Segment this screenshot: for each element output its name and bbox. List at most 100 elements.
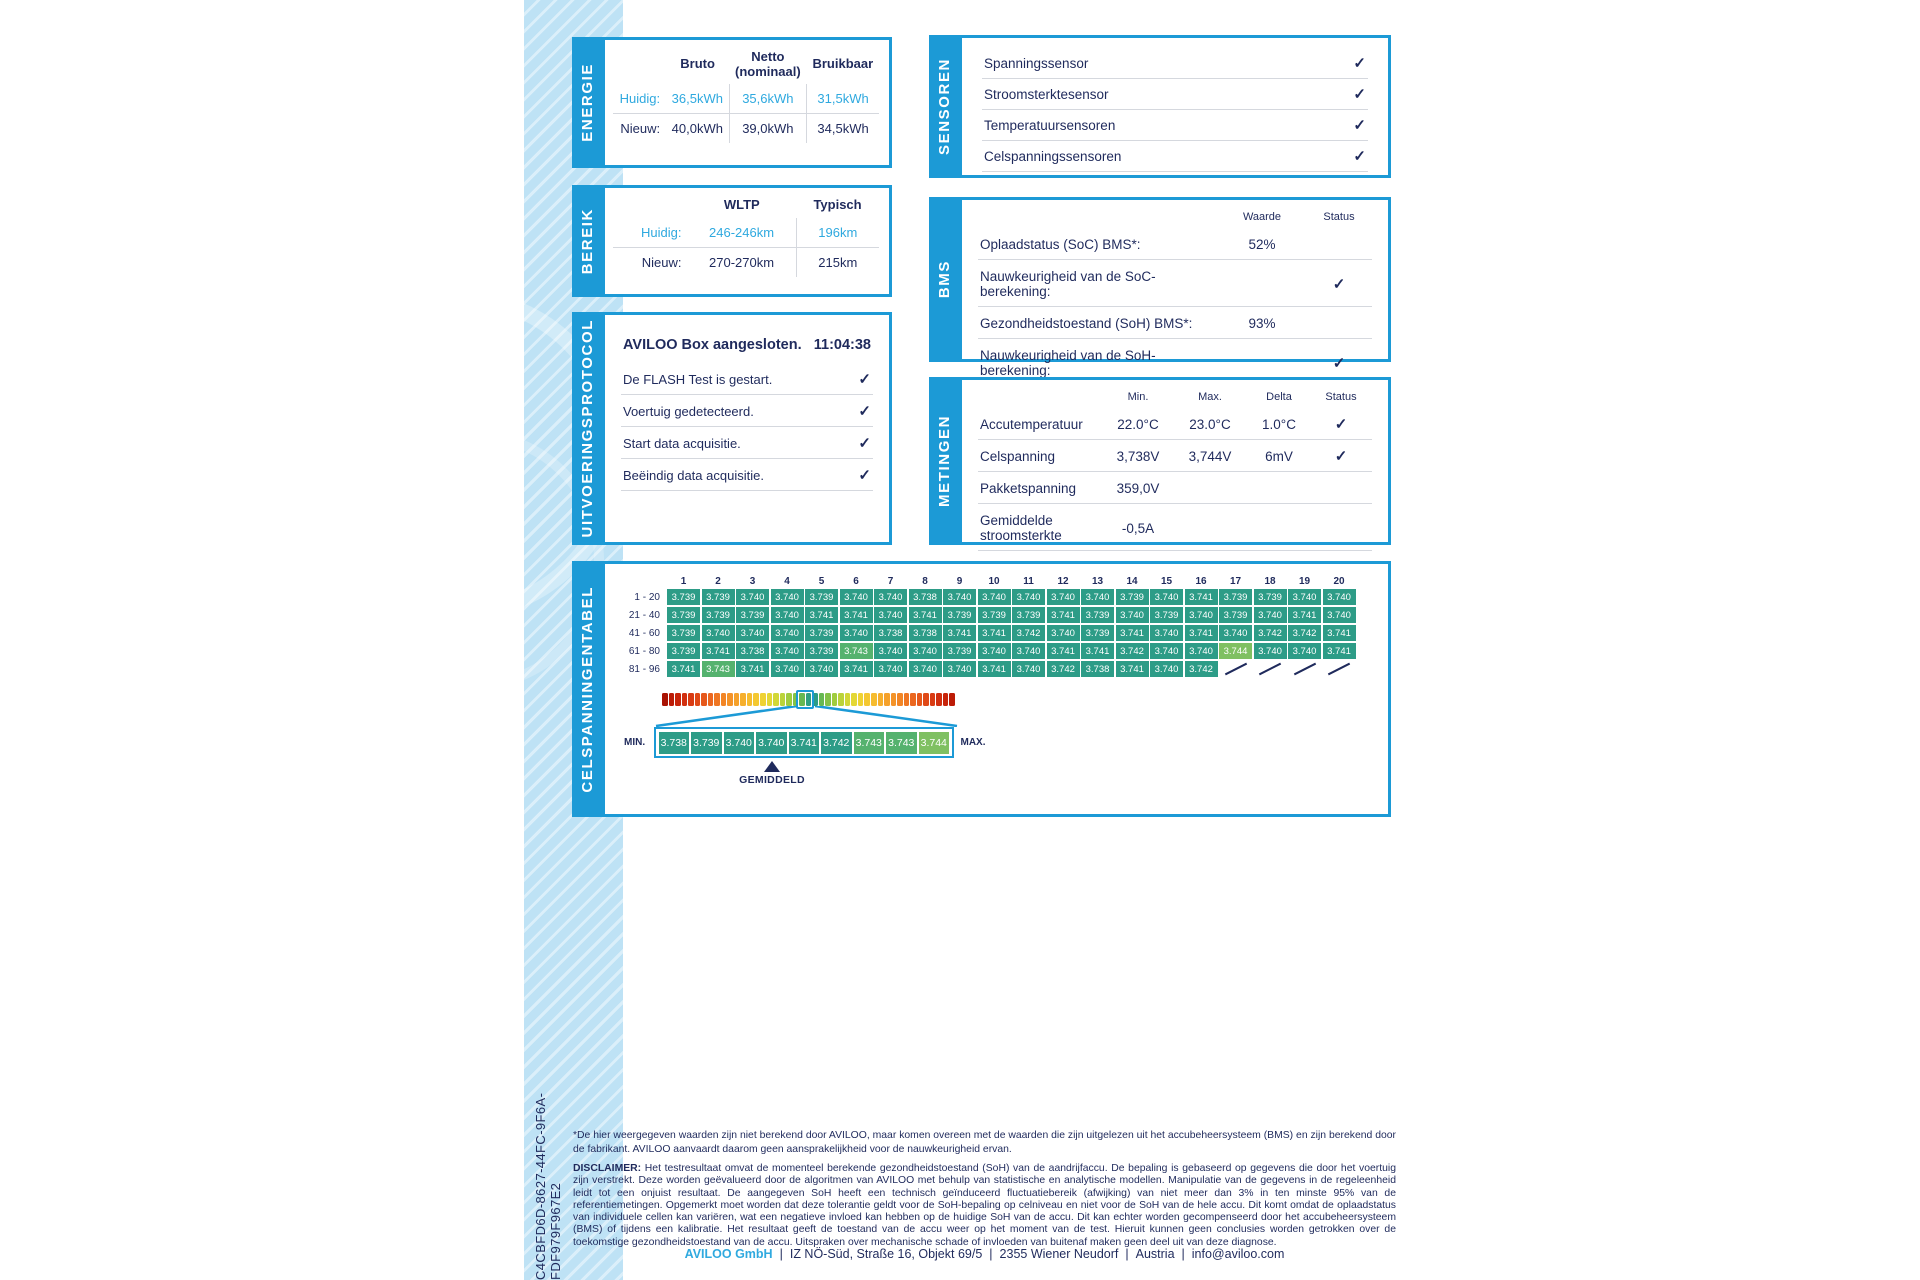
spacer <box>613 46 666 84</box>
zoom-strip-value: 3.743 <box>853 731 884 754</box>
cell-voltage-value: 3.743 <box>839 643 873 659</box>
bms-row: Nauwkeurigheid van de SoC-berekening: ✓ <box>978 260 1372 307</box>
cell-voltage-row: 81 - 96 3.741 3.743 3.741 3.740 3.740 3.741 3.7… <box>619 661 1378 677</box>
cell-voltage-value: 3.740 <box>1150 643 1183 659</box>
bereik-value: 196km <box>795 217 879 248</box>
cell-voltage-value: 3.741 <box>701 643 735 659</box>
cell-voltage-value: 3.740 <box>1253 643 1287 659</box>
bereik-table: WLTP Typisch Huidig: 246-246km 196km Nieuw: 27… <box>613 194 879 277</box>
sensoren-body: Spanningssensor ✓ Stroomsterktesensor ✓ Temp… <box>959 35 1391 178</box>
scale-segment <box>838 693 844 706</box>
protocol-step-row: De FLASH Test is gestart. ✓ <box>621 363 873 395</box>
zoom-strip-value: 3.738 <box>658 731 689 754</box>
scale-segment <box>851 693 857 706</box>
section-label: BEREIK <box>578 207 596 275</box>
scale-segment <box>733 693 740 706</box>
cell-voltage-value: 3.740 <box>1288 643 1321 659</box>
checkmark-icon: ✓ <box>858 403 871 420</box>
cell-voltage-value: 3.742 <box>1012 625 1045 641</box>
metingen-row: Gemiddelde stroomsterkte -0,5A <box>978 504 1372 551</box>
cell-voltage-value: 3.740 <box>770 661 804 677</box>
cell-range-label: 81 - 96 <box>628 663 660 675</box>
section-label: SENSOREN <box>935 58 953 155</box>
cell-voltage-value: 3.742 <box>1253 625 1287 641</box>
scale-segment <box>949 693 955 706</box>
row-label: Nieuw: <box>641 254 682 270</box>
energie-value: 36,5kWh <box>666 84 730 115</box>
cell-voltage-value: 3.738 <box>874 625 907 641</box>
scale-segment <box>818 693 825 706</box>
bereik-value: 246-246km <box>687 217 797 248</box>
cell-voltage-value: 3.740 <box>1046 625 1080 641</box>
column-number: 1 <box>680 576 687 587</box>
protocol-items: De FLASH Test is gestart. ✓ Voertuig gedet… <box>621 363 873 491</box>
metingen-row-label: Accutemperatuur <box>980 417 1083 432</box>
footer-email[interactable]: info@aviloo.com <box>1191 1247 1285 1261</box>
cell-voltage-value: 3.739 <box>1115 589 1149 605</box>
cell-voltage-value: 3.741 <box>1115 661 1149 677</box>
scale-segment <box>831 693 838 706</box>
company-name: AVILOO GmbH <box>684 1247 773 1261</box>
zoom-strip-value: 3.740 <box>756 731 787 754</box>
checkmark-icon: ✓ <box>858 467 871 484</box>
metingen-delta-value: 6mV <box>1265 449 1293 464</box>
energie-column-header: Bruikbaar <box>812 56 874 72</box>
cell-voltage-value: 3.740 <box>1081 589 1114 605</box>
cell-voltage-value: 3.739 <box>1081 625 1114 641</box>
cell-voltage-value: 3.740 <box>1184 607 1218 623</box>
cell-voltage-row: 61 - 80 3.739 3.741 3.738 3.740 3.739 3.743 3.7… <box>619 643 1378 659</box>
scale-segment <box>662 693 668 706</box>
scale-segment <box>668 693 675 706</box>
footer-address1: IZ NÖ-Süd, Straße 16, Objekt 69/5 <box>789 1247 983 1261</box>
bereik-column-header: WLTP <box>723 197 760 212</box>
scale-segment <box>936 693 942 706</box>
cell-voltage-value: 3.739 <box>943 643 976 659</box>
metingen-min-value: 359,0V <box>1116 481 1160 496</box>
metingen-delta-value: 1.0°C <box>1262 417 1296 432</box>
scale-segment <box>884 693 890 706</box>
min-label: MIN. <box>624 737 646 748</box>
column-number: 9 <box>956 576 963 587</box>
energie-column-header: Bruto <box>680 56 715 72</box>
voltage-color-scale <box>662 689 955 709</box>
cell-voltage-value: 3.740 <box>1150 661 1183 677</box>
cell-voltage-value: 3.739 <box>1219 589 1252 605</box>
checkmark-icon: ✓ <box>1353 86 1366 103</box>
zoom-strip-value: 3.743 <box>886 731 917 754</box>
slash-icon <box>1224 662 1247 676</box>
cell-voltage-value: 3.740 <box>770 589 804 605</box>
protocol-label-bar: UITVOERINGSPROTOCOL <box>572 312 602 545</box>
cell-voltage-value: 3.740 <box>1322 589 1356 605</box>
cell-voltage-value: 3.740 <box>908 643 942 659</box>
footer-address2: 2355 Wiener Neudorf <box>999 1247 1119 1261</box>
zoom-strip-value: 3.739 <box>691 731 722 754</box>
metingen-row: Accutemperatuur 22.0°C 23.0°C 1.0°C ✓ <box>978 408 1372 440</box>
protocol-step-row-label: Beëindig data acquisitie. <box>623 468 764 483</box>
average-triangle-icon <box>764 761 780 772</box>
zoom-connector <box>654 704 974 728</box>
bms-row-label: Nauwkeurigheid van de SoC-berekening: <box>980 269 1156 299</box>
metingen-header-delta: Delta <box>1266 391 1292 403</box>
sensor-row: Spanningssensor ✓ <box>982 48 1368 79</box>
scale-segment <box>844 693 851 706</box>
cell-empty <box>1288 661 1321 677</box>
bms-row-label: Nauwkeurigheid van de SoH-berekening: <box>980 348 1156 378</box>
separator: | <box>1125 1247 1129 1261</box>
cell-voltage-row: 21 - 40 3.739 3.739 3.739 3.740 3.741 3.741 3.7… <box>619 607 1378 623</box>
cell-voltage-value: 3.739 <box>667 607 700 623</box>
row-label: Huidig: <box>613 84 667 115</box>
cell-voltage-value: 3.741 <box>977 625 1011 641</box>
cell-voltage-value: 3.741 <box>805 607 838 623</box>
report-id-code: C4CBFD6D-8627-44FC-9F6A-FDF979F967E2 <box>533 1092 563 1280</box>
protocol-header-time: 11:04:38 <box>813 337 871 353</box>
protocol-step-row: Voertuig gedetecteerd. ✓ <box>621 395 873 427</box>
slash-icon <box>1327 662 1351 676</box>
cell-voltage-value: 3.739 <box>805 589 838 605</box>
bereik-label-bar: BEREIK <box>572 185 602 297</box>
disclaimer-body: Het testresultaat omvat de momenteel ber… <box>573 1163 1396 1248</box>
cell-voltage-grid: 1 2 3 4 5 6 7 8 9 10 11 12 13 14 15 16 17 18 19 20 1 - 20 3.7… <box>619 576 1378 677</box>
sensor-row-label: Spanningssensor <box>984 56 1089 71</box>
cell-voltage-value: 3.740 <box>839 589 873 605</box>
scale-segment <box>929 693 936 706</box>
scale-segment <box>688 693 694 706</box>
